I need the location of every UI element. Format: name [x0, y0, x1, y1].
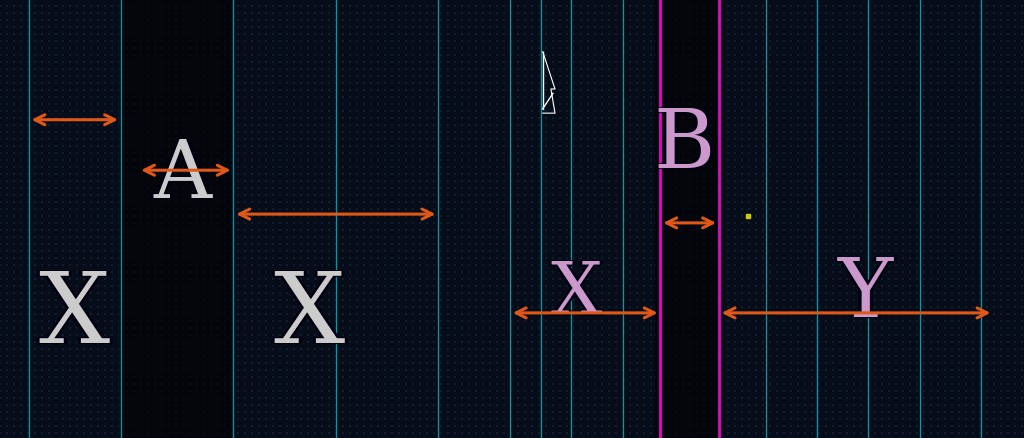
Text: A: A	[151, 136, 208, 214]
Text: Y: Y	[838, 252, 893, 332]
Text: X: X	[270, 268, 342, 363]
Text: B: B	[651, 106, 713, 185]
Text: B: B	[650, 105, 712, 184]
Text: B: B	[655, 106, 717, 185]
Text: X: X	[271, 267, 343, 362]
Text: X: X	[549, 258, 600, 328]
Text: X: X	[40, 267, 112, 362]
Text: X: X	[273, 266, 345, 362]
Text: X: X	[276, 268, 348, 363]
Text: Y: Y	[838, 254, 893, 333]
Text: X: X	[41, 268, 113, 363]
Text: A: A	[154, 136, 211, 214]
Text: Y: Y	[836, 254, 891, 334]
Text: A: A	[152, 137, 209, 215]
Text: X: X	[38, 269, 110, 364]
Text: X: X	[554, 258, 605, 328]
Text: B: B	[651, 104, 713, 184]
Text: X: X	[36, 268, 108, 364]
Text: X: X	[549, 259, 600, 329]
Text: Y: Y	[835, 254, 890, 333]
Text: A: A	[156, 137, 213, 215]
Text: Y: Y	[836, 253, 891, 332]
Text: B: B	[656, 105, 718, 184]
Text: X: X	[273, 269, 345, 364]
Text: X: X	[551, 260, 602, 330]
Text: X: X	[38, 266, 110, 362]
Text: Y: Y	[838, 255, 893, 335]
Text: Y: Y	[840, 254, 895, 334]
Text: B: B	[653, 103, 715, 183]
Text: X: X	[273, 268, 345, 363]
Text: X: X	[271, 268, 343, 364]
Text: X: X	[551, 258, 602, 328]
Text: A: A	[152, 135, 209, 213]
Text: X: X	[275, 267, 347, 362]
Text: X: X	[548, 258, 599, 328]
Text: X: X	[275, 268, 347, 364]
Text: X: X	[35, 268, 106, 363]
Text: Y: Y	[840, 253, 895, 332]
Text: X: X	[551, 257, 602, 327]
Text: A: A	[156, 135, 213, 213]
Text: B: B	[653, 106, 715, 186]
Text: X: X	[40, 268, 112, 364]
Text: X: X	[553, 259, 604, 329]
Text: A: A	[154, 135, 211, 213]
Text: B: B	[653, 105, 715, 184]
Text: B: B	[655, 104, 717, 184]
Text: X: X	[38, 268, 110, 363]
Text: X: X	[36, 267, 108, 362]
Text: Y: Y	[841, 254, 896, 333]
Text: A: A	[157, 136, 214, 214]
Text: X: X	[553, 258, 604, 328]
Text: A: A	[154, 138, 211, 215]
